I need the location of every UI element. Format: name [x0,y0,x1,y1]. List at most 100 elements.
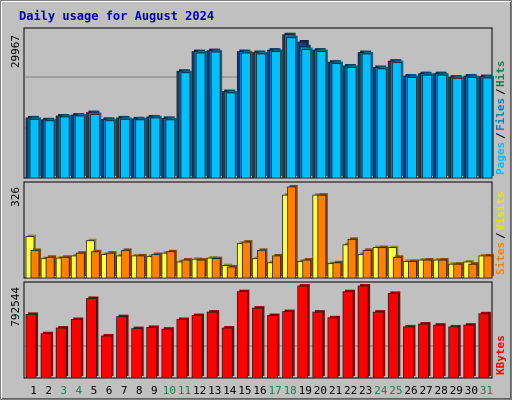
sites-bar-day-4-face [75,252,85,279]
kbytes-bar-day-17-face [267,315,278,379]
kbytes-bar-day-26-face [403,326,414,379]
kbytes-bar-day-4 [70,317,84,379]
kbytes-bar-day-25-face [387,292,399,379]
hits-bar-day-17-face [271,51,281,179]
chart-marks [25,32,494,379]
sites-bar-day-25 [392,255,404,279]
hits-bar-day-23 [361,52,374,179]
sites-bar-day-11 [181,258,192,279]
hits-bar-day-5 [89,112,102,179]
kbytes-bar-day-24 [372,310,386,379]
y-max-label: 29967 [9,35,22,68]
kbytes-bar-day-5 [85,296,99,379]
hits-bar-day-25 [391,60,404,179]
sites-bar-day-26 [408,259,419,279]
kbytes-bar-day-9 [146,325,159,379]
hits-bar-day-15-face [240,52,251,179]
kbytes-bar-day-5-face [85,298,97,379]
sites-bar-day-27-face [423,259,432,279]
x-tick-label: 18 [284,384,297,397]
x-tick-label: 30 [465,384,478,397]
kbytes-bar-day-29 [448,324,461,379]
hits-bar-day-21 [331,61,343,179]
sites-bar-day-29 [453,262,464,279]
hits-bar-day-6-face [105,120,115,179]
hits-bar-day-6 [105,118,117,179]
sites-bar-day-16-face [257,249,266,279]
sites-bar-day-22-face [347,238,357,279]
sites-bar-day-5-face [90,251,100,279]
kbytes-bar-day-21-face [327,317,339,379]
x-tick-label: 20 [314,384,327,397]
kbytes-bar-day-12 [191,313,205,379]
kbytes-bar-day-7-face [116,316,127,379]
kbytes-bar-day-26 [403,324,416,379]
kbytes-bar-day-31-face [478,313,490,379]
kbytes-bar-day-6-face [101,335,112,379]
sites-bar-day-13-face [211,258,221,279]
legend-pages: Pages [494,142,507,175]
sites-bar-day-29-face [453,263,463,279]
x-tick-label: 21 [329,384,342,397]
kbytes-bar-day-23 [357,284,371,379]
kbytes-bar-day-21 [327,315,340,379]
chart-title: Daily usage for August 2024 [19,9,214,23]
kbytes-bar-day-16-face [252,307,263,379]
sites-bar-day-21 [332,260,343,279]
hits-bar-day-4 [74,114,87,179]
legend-slash: / [494,88,507,95]
x-tick-label: 28 [435,384,448,397]
sites-bar-day-12 [196,258,208,279]
hits-bar-day-3 [59,114,72,179]
sites-bar-day-28-face [438,259,448,279]
hits-bar-day-14-face [225,92,236,179]
hits-bar-day-5-face [89,114,100,179]
hits-bar-day-31-face [482,77,493,179]
sites-bar-day-1-face [30,249,40,279]
kbytes-bar-day-23-face [357,285,369,379]
legend-slash: / [494,232,507,239]
sites-bar-day-5 [90,249,102,279]
kbytes-bar-day-7 [116,314,129,379]
kbytes-bar-day-9-face [146,327,158,379]
sites-bar-day-24-face [377,247,387,279]
hits-bar-day-10-face [165,119,176,179]
x-tick-label: 8 [136,384,143,397]
sites-bar-day-7-face [121,249,130,279]
kbytes-bar-day-13-face [206,311,218,379]
hits-bar-day-26-face [407,77,417,179]
hits-bar-day-8 [135,117,147,179]
hits-bar-day-2 [44,118,57,179]
sites-bar-day-24 [377,245,389,279]
hits-bar-day-30 [467,75,479,179]
x-tick-label: 11 [178,384,191,397]
y-max-label: 792544 [9,287,22,327]
hits-bar-day-4-face [74,115,85,179]
sites-bar-day-2-face [45,256,55,279]
sites-bar-day-30-face [468,263,478,279]
sites-bar-day-23-face [362,249,372,279]
kbytes-bar-day-18-face [282,311,294,379]
hits-bar-day-31 [482,76,494,179]
sites-bar-day-15 [241,240,253,279]
kbytes-bar-day-6 [101,333,114,379]
kbytes-bar-day-24-face [372,311,384,379]
kbytes-bar-day-19 [297,284,310,379]
hits-bar-day-9-face [150,117,161,179]
kbytes-bar-day-28-face [433,324,445,379]
sites-bar-day-14 [226,264,238,279]
sites-bar-day-21-face [332,262,342,279]
legend-slash: / [494,132,507,139]
hits-bar-day-17 [271,49,283,179]
hits-bar-day-30-face [467,77,478,179]
hits-bar-day-26 [407,75,419,179]
hits-bar-day-28 [437,73,449,179]
hits-bar-day-3-face [59,116,70,179]
sites-bar-day-10-face [166,251,176,279]
x-tick-label: 31 [480,384,493,397]
x-tick-label: 22 [344,384,357,397]
x-tick-label: 7 [121,384,128,397]
hits-bar-day-27 [422,73,434,179]
sites-bar-day-17-face [272,255,281,279]
legend-visits: Visits [494,191,507,231]
